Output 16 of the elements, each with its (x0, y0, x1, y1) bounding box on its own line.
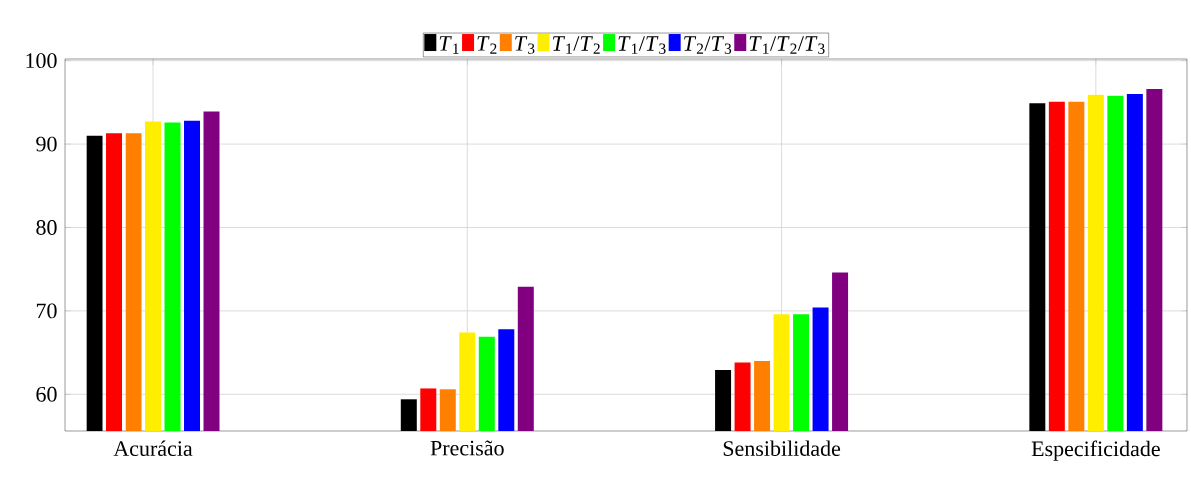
x-tick-label: Especificidade (1031, 440, 1160, 461)
legend-label: T$_{1}$ (439, 36, 459, 54)
y-tick-label: 90 (36, 136, 57, 152)
y-tick-label: 60 (36, 386, 57, 402)
x-tick-label: Precisão (430, 440, 504, 456)
legend-label: T$_{1}$/T$_{3}$ (618, 36, 666, 54)
y-tick-label: 70 (36, 303, 57, 319)
legend-label: T$_{3}$ (515, 36, 535, 54)
y-tick-label: 80 (36, 220, 57, 235)
x-tick-label: Acurácia (113, 440, 193, 457)
legend-label: T$_{1}$/T$_{2}$ (552, 36, 600, 54)
legend-label: T$_{2}$ (477, 36, 497, 54)
legend-label: T$_{1}$/T$_{2}$/T$_{3}$ (749, 36, 825, 54)
x-tick-label: Sensibilidade (723, 440, 841, 456)
legend-label: T$_{2}$/T$_{3}$ (684, 36, 732, 54)
y-tick-label: 100 (26, 53, 57, 69)
